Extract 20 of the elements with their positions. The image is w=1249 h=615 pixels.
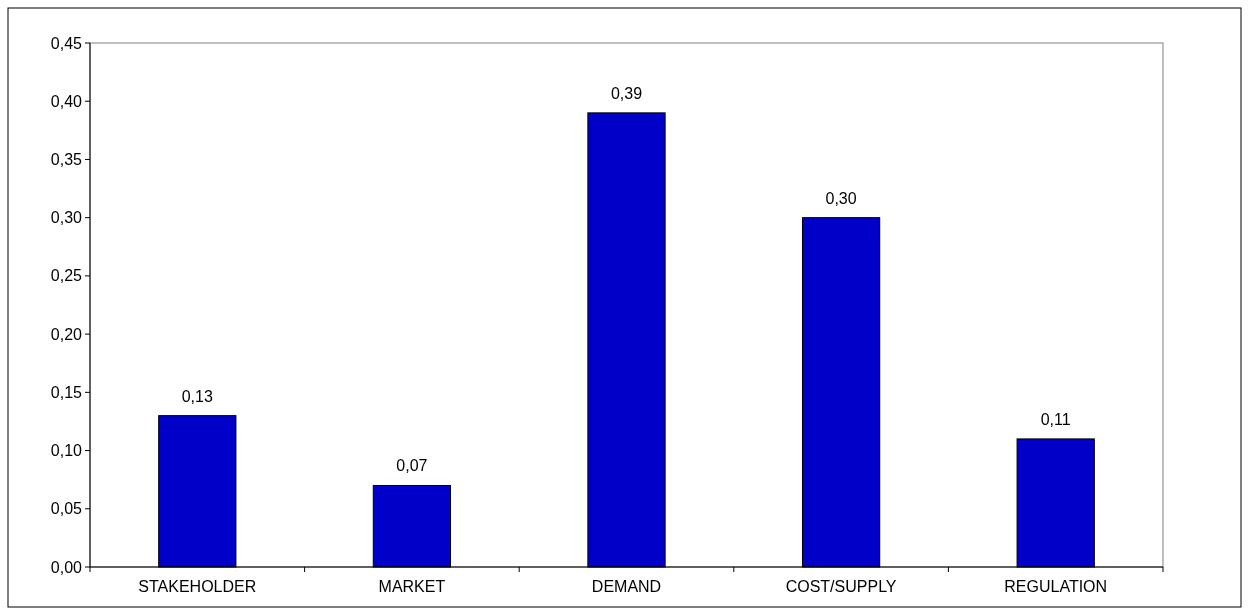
y-tick-label: 0,00	[50, 558, 83, 576]
y-tick-label: 0,20	[50, 325, 83, 343]
data-label: 0,11	[1040, 410, 1071, 428]
y-tick-label: 0,10	[50, 442, 83, 460]
x-tick-label: COST/SUPPLY	[785, 578, 897, 595]
y-tick-label: 0,40	[50, 92, 83, 110]
x-tick-label: STAKEHOLDER	[138, 578, 257, 595]
x-tick-label: REGULATION	[1004, 578, 1108, 595]
y-tick-label: 0,30	[50, 209, 83, 227]
y-tick-label: 0,15	[50, 383, 83, 401]
data-label: 0,30	[825, 189, 857, 207]
y-tick-label: 0,45	[50, 34, 83, 52]
data-label: 0,13	[181, 387, 213, 405]
x-tick-label: MARKET	[378, 578, 446, 595]
x-tick-label: DEMAND	[591, 578, 662, 595]
y-tick-label: 0,35	[50, 151, 83, 169]
data-label: 0,07	[396, 457, 428, 475]
y-tick-label: 0,05	[50, 500, 83, 518]
y-tick-label: 0,25	[50, 267, 83, 285]
data-label: 0,39	[610, 84, 643, 102]
